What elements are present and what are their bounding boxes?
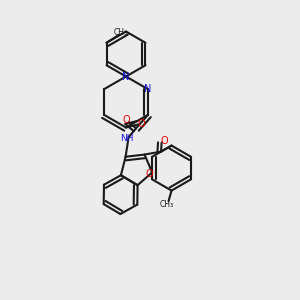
Text: O: O <box>122 116 130 125</box>
Text: CH₃: CH₃ <box>114 28 128 38</box>
Text: O: O <box>146 169 153 179</box>
Text: O: O <box>160 136 168 146</box>
Text: N: N <box>122 71 130 82</box>
Text: CH₃: CH₃ <box>159 200 173 208</box>
Text: N: N <box>144 84 152 94</box>
Text: O: O <box>137 119 145 130</box>
Text: NH: NH <box>120 134 134 143</box>
